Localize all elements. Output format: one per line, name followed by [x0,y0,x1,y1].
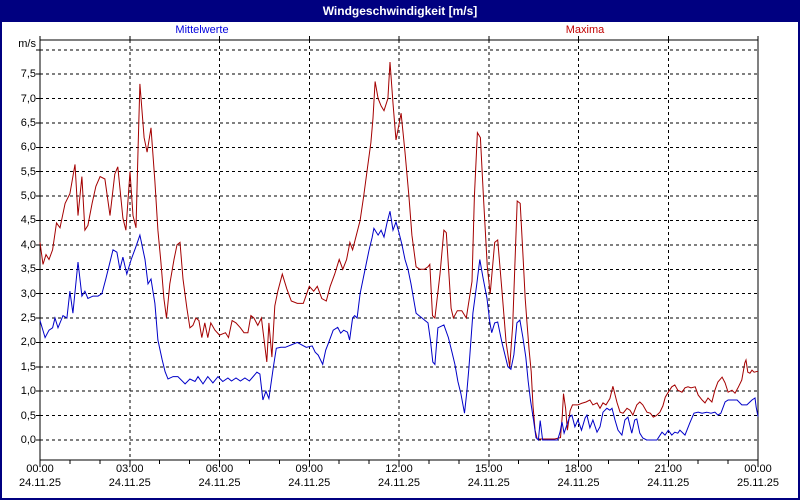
y-tick-label: 5,0 [20,190,36,203]
y-tick-label: 7,0 [20,92,36,105]
x-tick-time-label: 15:00 [474,463,503,475]
y-tick-label: 2,5 [20,312,36,325]
x-tick-date-label: 24.11.25 [377,477,420,489]
x-tick-date-label: 24.11.25 [288,477,331,489]
y-tick-label: 4,0 [20,238,36,251]
x-tick-time-label: 06:00 [205,463,234,475]
maxima-line [39,61,759,440]
y-tick-label: 4,5 [20,214,36,227]
y-tick-label: 1,5 [20,360,36,373]
x-tick-time-label: 09:00 [295,463,324,475]
y-tick-label: 0,0 [20,434,36,446]
x-tick-time-label: 00:00 [26,463,54,475]
legend-mittelwerte: Mittelwerte [175,24,229,36]
y-axis-unit-label: m/s [18,38,36,50]
x-tick-date-label: 25.11.25 [736,477,779,489]
y-tick-label: 6,0 [20,141,36,154]
y-tick-label: 0,5 [20,409,36,422]
x-tick-time-label: 03:00 [115,463,144,475]
x-tick-time-label: 21:00 [654,463,683,475]
y-tick-label: 5,5 [20,165,36,178]
x-tick-time-label: 00:00 [744,463,772,475]
title-bar: Windgeschwindigkeit [m/s] [0,0,800,22]
legend-maxima: Maxima [565,24,605,36]
x-tick-time-label: 12:00 [385,463,413,475]
y-tick-label: 2,0 [20,336,36,349]
mittelwerte-line [39,211,759,442]
y-tick-label: 3,0 [20,287,36,300]
x-tick-date-label: 24.11.25 [198,477,241,489]
y-tick-label: 1,0 [20,385,36,398]
y-tick-label: 6,5 [20,116,36,129]
y-tick-label: 7,5 [20,68,36,81]
y-tick-label: 3,5 [20,263,36,276]
x-tick-date-label: 24.11.25 [18,477,61,489]
x-tick-time-label: 18:00 [564,463,593,475]
x-tick-date-label: 24.11.25 [467,477,510,489]
x-tick-date-label: 24.11.25 [108,477,151,489]
x-tick-date-label: 24.11.25 [557,477,600,489]
x-tick-date-label: 24.11.25 [647,477,690,489]
chart-title: Windgeschwindigkeit [m/s] [322,4,478,18]
